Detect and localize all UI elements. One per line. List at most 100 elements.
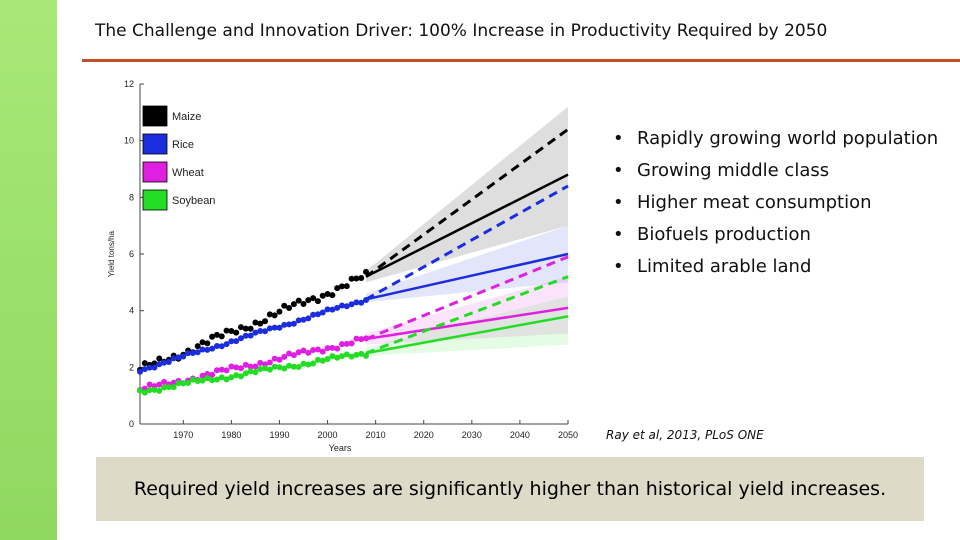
data-point — [199, 346, 206, 353]
data-point — [257, 359, 264, 366]
required-line — [365, 275, 569, 355]
bullet-item: Limited arable land — [613, 256, 938, 278]
legend-swatch — [142, 133, 168, 155]
bullet-item: Higher meat consumption — [613, 192, 938, 214]
data-point — [324, 356, 331, 363]
x-tick-label: 2040 — [510, 430, 530, 440]
data-point — [319, 348, 326, 355]
callout-box: Required yield increases are significant… — [96, 457, 924, 521]
data-point — [295, 349, 302, 356]
y-axis-label: Yield tons/ha — [107, 230, 116, 277]
data-point — [314, 298, 321, 305]
data-point — [213, 342, 220, 349]
data-point — [334, 354, 341, 361]
data-point — [314, 311, 321, 318]
data-point — [300, 316, 307, 323]
data-point — [363, 268, 370, 275]
data-point — [161, 359, 168, 366]
x-tick-label: 1970 — [173, 430, 193, 440]
data-point — [334, 345, 341, 352]
data-point — [237, 365, 244, 372]
data-point — [252, 319, 259, 326]
data-point — [334, 304, 341, 311]
legend-label: Rice — [172, 139, 194, 151]
data-point — [310, 360, 317, 367]
required-line — [365, 255, 569, 341]
data-point — [290, 320, 297, 327]
data-point — [170, 384, 177, 391]
bullet-list: Rapidly growing world population Growing… — [613, 128, 938, 288]
data-point — [324, 290, 331, 297]
required-line — [365, 128, 569, 278]
data-point — [329, 306, 336, 313]
data-point — [228, 338, 235, 345]
data-point — [358, 299, 365, 306]
data-point — [300, 360, 307, 367]
data-point — [271, 312, 278, 319]
data-point — [151, 364, 158, 371]
trend-line — [365, 173, 569, 278]
data-point — [233, 338, 240, 345]
data-point — [209, 333, 216, 340]
data-point — [180, 353, 187, 360]
left-accent-bar — [0, 0, 57, 540]
data-point — [262, 365, 269, 372]
data-point — [266, 325, 273, 332]
data-point — [146, 387, 153, 394]
data-point — [137, 368, 143, 375]
data-point — [266, 366, 273, 373]
data-point — [319, 309, 326, 316]
legend-swatch — [142, 105, 168, 127]
data-point — [218, 374, 225, 381]
data-point — [329, 344, 336, 351]
data-point — [209, 377, 216, 384]
data-point — [194, 377, 201, 384]
data-point — [266, 311, 273, 318]
data-point — [305, 297, 312, 304]
data-point — [252, 369, 259, 376]
data-point — [223, 327, 230, 334]
data-point — [199, 339, 206, 346]
data-point — [338, 302, 345, 309]
data-point — [295, 297, 302, 304]
data-point — [363, 352, 370, 359]
x-tick-label: 1990 — [269, 430, 289, 440]
data-point — [324, 306, 331, 313]
data-point — [237, 335, 244, 342]
data-point — [310, 311, 317, 318]
data-point — [180, 380, 187, 387]
trend-line — [365, 306, 569, 341]
data-point — [204, 346, 211, 353]
data-point — [175, 380, 182, 387]
data-point — [348, 301, 355, 308]
data-point — [156, 387, 163, 394]
data-point — [348, 340, 355, 347]
data-point — [156, 355, 163, 362]
data-point — [281, 302, 288, 309]
data-point — [262, 318, 269, 325]
data-point — [338, 341, 345, 348]
data-point — [329, 353, 336, 360]
data-point — [189, 376, 196, 383]
data-point — [218, 333, 225, 340]
data-point — [156, 381, 163, 388]
data-point — [257, 327, 264, 334]
data-point — [281, 321, 288, 328]
data-point — [334, 285, 341, 292]
projection-band — [366, 296, 568, 356]
data-point — [353, 335, 360, 342]
data-point — [286, 362, 293, 369]
data-point — [233, 372, 240, 379]
data-point — [151, 386, 158, 393]
data-point — [175, 354, 182, 361]
callout-text: Required yield increases are significant… — [133, 478, 887, 500]
data-point — [218, 366, 225, 373]
data-point — [310, 347, 317, 354]
y-tick-label: 6 — [129, 249, 134, 259]
data-point — [228, 363, 235, 370]
data-point — [199, 377, 206, 384]
data-point — [305, 349, 312, 356]
data-point — [218, 343, 225, 350]
data-point — [237, 324, 244, 331]
data-point — [141, 366, 148, 373]
